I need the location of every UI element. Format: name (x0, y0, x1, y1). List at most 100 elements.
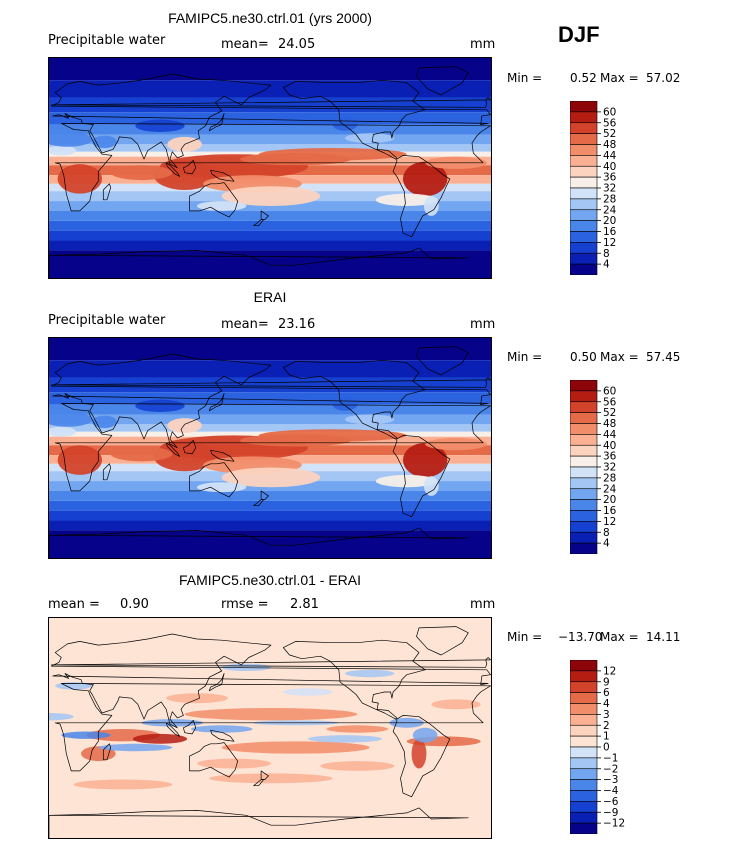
panel3-colorbar-swatch (569, 790, 598, 802)
panel3-map-coastline (210, 729, 235, 742)
panel2-max-value: 57.45 (646, 350, 681, 364)
panel1-colorbar-swatch (569, 242, 598, 254)
panel1-colorbar-swatch (569, 252, 598, 265)
panel2-max-label: Max = (600, 350, 639, 364)
panel3-map-coastline (49, 807, 469, 838)
panel2-map-moist-region (110, 446, 173, 462)
panel2-colorbar-tick-label: 20 (603, 494, 616, 506)
panel1-map-moist-region (258, 148, 407, 161)
panel2-map-coastline (49, 527, 469, 558)
panel3-colorbar-swatch (569, 659, 598, 672)
panel1-colorbar-swatch (569, 176, 598, 189)
panel2-colorbar-tick-label: 24 (603, 483, 617, 495)
panel2-map-coastline (253, 499, 264, 507)
panel1-map-coastline (49, 247, 469, 278)
panel2-colorbar-tick-label: 32 (603, 462, 616, 474)
panel1-map-moist-region (110, 165, 173, 181)
panel1-colorbar-swatch (569, 100, 598, 113)
panel1-mean-label: mean= (221, 37, 269, 52)
panel1-map-band (49, 124, 491, 135)
panel1-colorbar-tick-label: 44 (603, 150, 617, 162)
panel2-map-band (49, 510, 491, 521)
panel1-map-band (49, 144, 491, 152)
panel2-colorbar-tick-label: 60 (603, 385, 616, 397)
panel1-map-dry-region (135, 119, 185, 132)
panel1-map-band (49, 80, 491, 98)
panel2-map-moist-region (402, 442, 448, 478)
panel1-map-dry-region (423, 196, 439, 216)
panel3-map (48, 617, 492, 839)
panel3-map-anomaly-region (221, 663, 271, 672)
panel3-colorbar-tick-label: 4 (603, 698, 610, 710)
panel2-map-band (49, 530, 491, 558)
panel2-map-coastline (208, 393, 225, 412)
panel2-map-band (49, 414, 491, 425)
panel3-map-anomaly-region (412, 727, 438, 743)
panel2-map-moist-region (197, 482, 247, 493)
panel1-colorbar-tick-label: 12 (603, 237, 616, 249)
panel3-colorbar-tick-label: 9 (603, 676, 610, 688)
panel1-min-label: Min = (507, 71, 543, 85)
panel1-mean-value: 24.05 (278, 37, 316, 52)
panel2-colorbar-swatch (569, 390, 598, 403)
panel1-colorbar: 60 56 52 48 44 40 36 32 28 24 20 16 12 8 4 (569, 100, 640, 276)
panel2-map-coastline (189, 462, 239, 498)
panel2-title: ERAI (253, 289, 287, 305)
panel3-map-coastline (253, 779, 264, 787)
panel1-colorbar-swatch (569, 220, 598, 232)
panel3-map-coastline (51, 633, 491, 729)
panel3-colorbar: 12 9 6 4 3 2 1 0 −1 −2 −3 −4 −6 −9 −12 (569, 659, 640, 835)
panel3-colorbar-swatch (569, 692, 598, 704)
panel2-map-coastline (102, 463, 112, 481)
panel3-map-anomaly-region (190, 725, 253, 733)
panel1-map-coastline (260, 210, 269, 220)
panel3-map-anomaly-region (411, 738, 427, 769)
panel3-rmse-label: rmse = (221, 597, 269, 612)
panel1-colorbar-tick-label: 4 (603, 259, 610, 271)
panel1-map-coastline (208, 113, 225, 132)
panel2-map-moist-region (57, 445, 103, 475)
panel2-colorbar-tick-label: 4 (603, 538, 610, 550)
panel2-colorbar-swatch (569, 434, 598, 446)
panel1-min-value: 0.52 (570, 71, 597, 85)
panel3-map-anomaly-region (81, 746, 116, 762)
panel1-map-band (49, 230, 491, 241)
panel2-colorbar-tick-label: 28 (603, 472, 616, 484)
panel1-colorbar-tick-label: 52 (603, 128, 616, 140)
panel2-colorbar-swatch (569, 521, 598, 533)
panel1-map-band (49, 97, 491, 113)
panel3-map-anomaly-region (49, 712, 74, 721)
panel3-map-coastline (189, 742, 239, 778)
panel1-map-band (49, 220, 491, 231)
panel3-min-value: −13.70 (558, 630, 603, 644)
panel2-map-band (49, 404, 491, 415)
panel2-map-dry-region (49, 412, 93, 427)
panel2-colorbar-swatch (569, 423, 598, 435)
panel2-map-coastline (165, 442, 181, 457)
season-label: DJF (558, 22, 600, 47)
panel3-colorbar-tick-label: −9 (603, 807, 618, 819)
panel2-map-moist-region (425, 437, 487, 451)
panel1-title: FAMIPC5.ne30.ctrl.01 (yrs 2000) (168, 10, 372, 26)
panel2-map-coastline (260, 490, 269, 500)
panel2-map-band (49, 500, 491, 511)
panel1-colorbar-swatch (569, 111, 598, 124)
panel2-map-band (49, 490, 491, 501)
panel2-map-band (49, 338, 491, 361)
panel2-colorbar-tick-label: 8 (603, 527, 610, 539)
panel2-colorbar-swatch (569, 499, 598, 511)
panel1-colorbar-swatch (569, 144, 598, 156)
panel1-colorbar-tick-label: 16 (603, 226, 617, 238)
panel3-max-label: Max = (600, 630, 639, 644)
panel2-colorbar-tick-label: 36 (603, 451, 617, 463)
panel2-map-dry-region (423, 476, 439, 496)
panel1-map-coastline (282, 79, 426, 160)
panel1-colorbar-tick-label: 32 (603, 183, 616, 195)
panel1-max-value: 57.02 (646, 71, 681, 85)
panel2-colorbar-swatch (569, 488, 598, 500)
panel2-colorbar-swatch (569, 531, 598, 544)
panel2-min-value: 0.50 (570, 350, 597, 364)
